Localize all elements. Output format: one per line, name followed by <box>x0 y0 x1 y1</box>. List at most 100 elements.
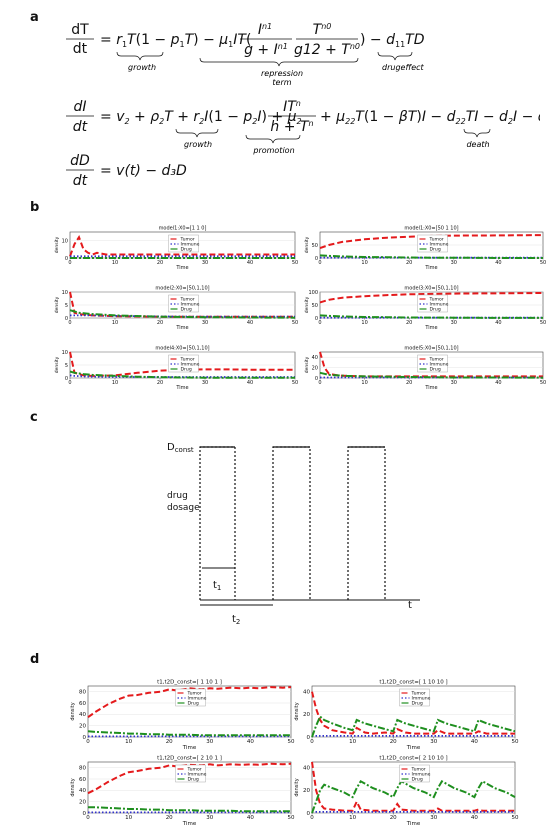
svg-text:dT: dT <box>71 22 89 38</box>
y-tick-label: 5 <box>65 303 68 309</box>
x-tick-label: 0 <box>86 739 90 745</box>
x-tick-label: 20 <box>157 320 163 326</box>
legend-label-immune: Immune <box>430 362 449 368</box>
svg-text:= v2 + ρ2T + r2I(1 − p2I) + μ2: = v2 + ρ2T + r2I(1 − p2I) + μ2 <box>100 109 302 126</box>
dosage-pulses <box>199 446 386 600</box>
series-drug <box>69 370 295 379</box>
panel-label-a: a <box>30 10 39 25</box>
dosage-schematic: Dconst drug dosage t1 t2 t <box>167 442 420 626</box>
series-drug <box>319 314 543 319</box>
y-tick-label: 40 <box>303 689 310 695</box>
chart-title: t1,t2D_const=[ 1 10 10 ] <box>379 680 447 686</box>
x-tick-label: 10 <box>112 380 118 386</box>
x-tick-label: 10 <box>112 320 118 326</box>
x-axis-label: Time <box>406 821 421 827</box>
chart-title: t1,t2D_const=[ 2 10 10 ] <box>379 756 447 762</box>
legend-label-tumor: Tumor <box>180 357 195 363</box>
chart-5: model4:X0=[50,1,10] 0 10 20 30 40 50 0 5 10 Time de… <box>54 346 298 392</box>
chart-title: t1,t2D_const=[ 1 10 1 ] <box>157 680 222 686</box>
chart-7: t1,t2D_const=[ 1 10 1 ] 0 10 20 30 40 50 0 20 40 6… <box>70 680 295 752</box>
legend-label-immune: Immune <box>188 772 207 778</box>
x-tick-label: 30 <box>451 380 457 386</box>
x-tick-label: 50 <box>540 380 546 386</box>
x-tick-label: 50 <box>288 815 295 821</box>
y-tick-label: 0 <box>307 811 311 817</box>
y-tick-label: 5 <box>65 363 68 369</box>
svg-text:= r1T(1 − p1T) − μ1IT(: = r1T(1 − p1T) − μ1IT( <box>100 32 251 49</box>
x-tick-label: 50 <box>292 320 298 326</box>
x-tick-label: 10 <box>349 739 356 745</box>
drug-label: drug <box>167 491 188 501</box>
dosage-label: dosage <box>167 503 200 513</box>
y-axis-label: density <box>70 778 76 796</box>
label-death: death <box>466 140 489 149</box>
x-tick-label: 40 <box>247 815 254 821</box>
x-tick-label: 20 <box>157 380 163 386</box>
x-tick-label: 10 <box>112 260 118 266</box>
legend-label-drug: Drug <box>181 367 192 373</box>
chart-title: model1:X0=[1 1 0] <box>159 226 207 232</box>
legend-label-drug: Drug <box>412 701 423 707</box>
y-tick-label: 20 <box>79 723 86 729</box>
y-axis-label: density <box>54 356 60 373</box>
x-tick-label: 0 <box>310 815 314 821</box>
legend-label-tumor: Tumor <box>187 691 202 697</box>
legend-label-drug: Drug <box>430 367 441 373</box>
y-tick-label: 80 <box>79 765 86 771</box>
x-tick-label: 40 <box>247 260 253 266</box>
y-tick-label: 40 <box>303 765 310 771</box>
equation-1: dT dt = r1T(1 − p1T) − μ1IT( In1 g + In1… <box>66 22 425 58</box>
x-tick-label: 20 <box>166 815 173 821</box>
x-tick-label: 30 <box>202 320 208 326</box>
x-tick-label: 0 <box>318 260 321 266</box>
legend-label-tumor: Tumor <box>180 297 195 303</box>
y-axis-label: density <box>304 356 310 373</box>
x-tick-label: 0 <box>318 380 321 386</box>
y-axis-label: density <box>70 702 76 720</box>
x-tick-label: 20 <box>157 260 163 266</box>
svg-text:dt: dt <box>73 41 88 57</box>
y-tick-label: 20 <box>79 799 86 805</box>
legend-label-tumor: Tumor <box>429 357 444 363</box>
legend-label-drug: Drug <box>188 701 199 707</box>
y-tick-label: 10 <box>62 290 68 296</box>
y-tick-label: 0 <box>315 376 318 382</box>
dconst-label: Dconst <box>167 442 194 454</box>
legend-label-tumor: Tumor <box>411 767 426 773</box>
x-tick-label: 0 <box>68 260 71 266</box>
x-tick-label: 30 <box>206 739 213 745</box>
legend-label-tumor: Tumor <box>187 767 202 773</box>
legend-label-drug: Drug <box>181 247 192 253</box>
series-tumor <box>69 351 295 377</box>
panel-label-c: c <box>30 410 38 425</box>
label-drugeffect: drugeffect <box>382 63 425 72</box>
series-drug <box>319 254 543 259</box>
chart-10: t1,t2D_const=[ 2 10 10 ] 0 10 20 30 40 50 0 20 40… <box>294 756 519 828</box>
chart-6: model5:X0=[50,1,10] 0 10 20 30 40 50 0 20 40 Time d… <box>304 346 546 392</box>
svg-text:dt: dt <box>73 119 88 135</box>
x-tick-label: 10 <box>361 260 367 266</box>
y-tick-label: 0 <box>65 316 68 322</box>
y-axis-label: density <box>294 702 300 720</box>
y-tick-label: 0 <box>315 256 318 262</box>
series-tumor <box>87 686 292 719</box>
x-tick-label: 50 <box>512 815 519 821</box>
legend-label-immune: Immune <box>412 772 431 778</box>
legend-label-immune: Immune <box>181 302 200 308</box>
x-tick-label: 40 <box>471 815 478 821</box>
x-tick-label: 40 <box>471 739 478 745</box>
svg-text:dt: dt <box>73 173 88 189</box>
label-repression: repression <box>261 69 303 78</box>
legend-label-immune: Immune <box>430 242 449 248</box>
chart-3: model2:X0=[50,1,10] 0 10 20 30 40 50 0 5 10 Time de… <box>54 286 298 332</box>
svg-text:g + In1: g + In1 <box>244 42 288 58</box>
x-tick-label: 50 <box>292 380 298 386</box>
series-drug <box>69 309 296 319</box>
x-tick-label: 40 <box>247 320 253 326</box>
legend-label-immune: Immune <box>412 696 431 702</box>
y-tick-label: 0 <box>307 735 311 741</box>
chart-title: t1,t2D_const=[ 2 10 1 ] <box>157 756 222 762</box>
y-tick-label: 60 <box>79 701 86 707</box>
chart-title: model5:X0=[50,1,10] <box>404 346 458 352</box>
series-tumor <box>311 691 515 735</box>
